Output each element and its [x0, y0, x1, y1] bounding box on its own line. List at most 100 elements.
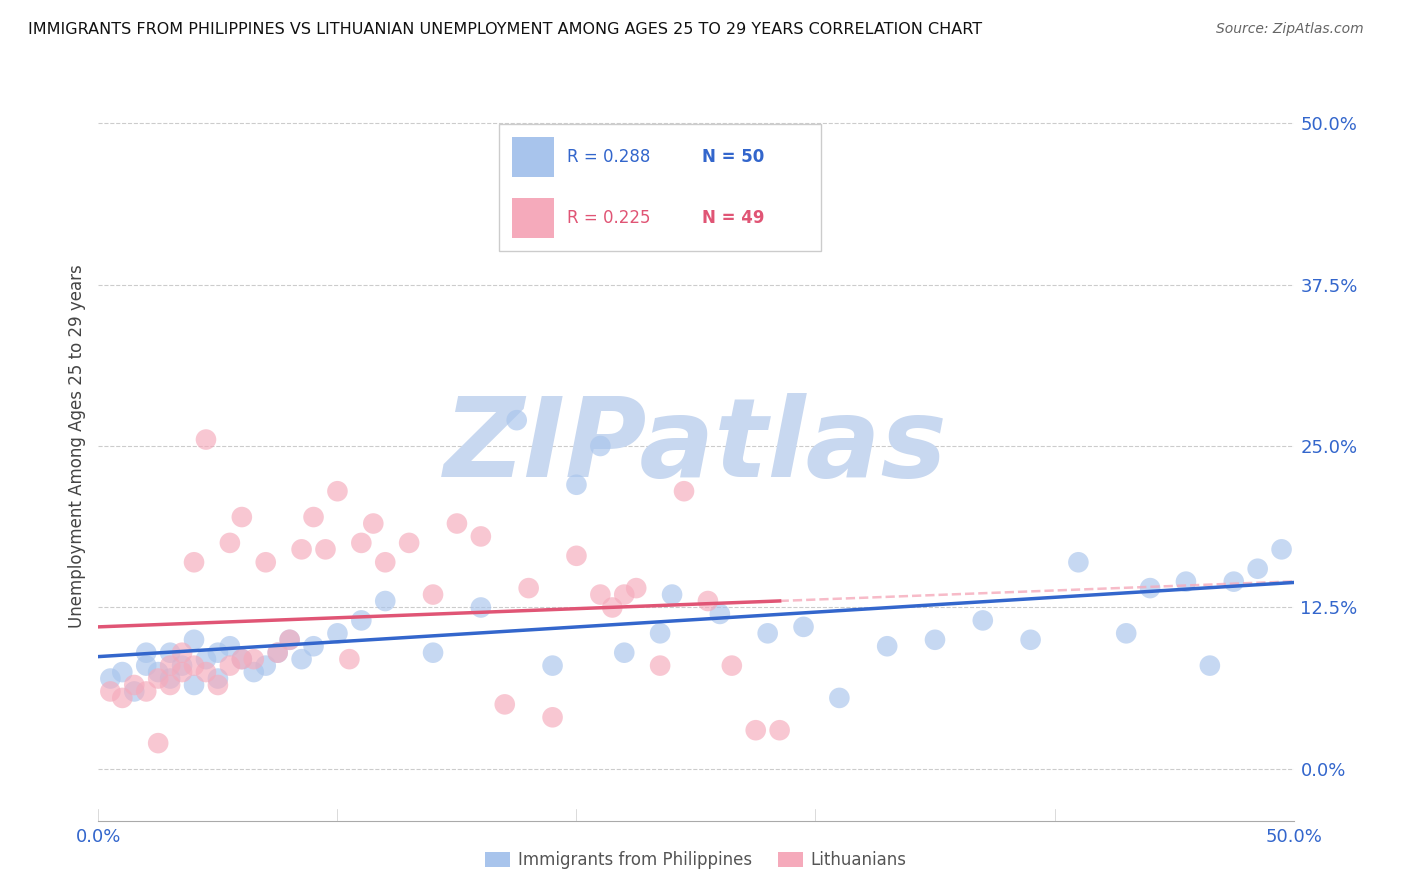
Point	[709, 607, 731, 621]
Point	[183, 658, 205, 673]
Text: ZIPatlas: ZIPatlas	[444, 392, 948, 500]
Point	[278, 632, 301, 647]
Point	[278, 632, 301, 647]
Point	[613, 646, 636, 660]
Point	[243, 665, 266, 679]
Point	[1247, 562, 1270, 576]
Point	[1019, 632, 1042, 647]
Point	[793, 620, 815, 634]
Point	[291, 652, 314, 666]
Point	[159, 658, 181, 673]
Point	[1067, 555, 1090, 569]
Point	[195, 665, 218, 679]
Point	[661, 588, 683, 602]
Point	[243, 652, 266, 666]
Point	[1175, 574, 1198, 589]
Point	[446, 516, 468, 531]
Point	[254, 658, 277, 673]
Point	[219, 536, 242, 550]
Point	[231, 652, 253, 666]
Point	[148, 736, 170, 750]
Text: Source: ZipAtlas.com: Source: ZipAtlas.com	[1216, 22, 1364, 37]
Point	[494, 698, 516, 712]
Point	[291, 542, 314, 557]
Point	[697, 594, 720, 608]
Point	[111, 665, 134, 679]
Point	[302, 510, 325, 524]
Point	[828, 690, 851, 705]
Point	[506, 413, 529, 427]
Point	[207, 672, 229, 686]
Y-axis label: Unemployment Among Ages 25 to 29 years: Unemployment Among Ages 25 to 29 years	[67, 264, 86, 628]
Point	[183, 678, 205, 692]
Text: IMMIGRANTS FROM PHILIPPINES VS LITHUANIAN UNEMPLOYMENT AMONG AGES 25 TO 29 YEARS: IMMIGRANTS FROM PHILIPPINES VS LITHUANIA…	[28, 22, 983, 37]
Point	[172, 658, 194, 673]
Point	[398, 536, 420, 550]
Point	[195, 652, 218, 666]
Point	[673, 484, 696, 499]
Point	[195, 433, 218, 447]
Point	[876, 639, 898, 653]
Point	[422, 646, 444, 660]
Point	[1139, 581, 1161, 595]
Point	[1223, 574, 1246, 589]
Point	[172, 665, 194, 679]
Point	[374, 594, 396, 608]
Point	[768, 723, 790, 738]
Point	[541, 710, 564, 724]
Point	[267, 646, 290, 660]
Point	[135, 646, 157, 660]
Point	[470, 529, 492, 543]
Point	[207, 646, 229, 660]
Point	[302, 639, 325, 653]
Point	[219, 639, 242, 653]
Point	[756, 626, 779, 640]
Point	[350, 536, 373, 550]
Point	[183, 555, 205, 569]
Point	[111, 690, 134, 705]
Point	[613, 588, 636, 602]
Point	[363, 516, 385, 531]
Point	[1115, 626, 1137, 640]
Point	[135, 658, 157, 673]
Point	[972, 614, 994, 628]
Point	[207, 678, 229, 692]
Point	[565, 549, 588, 563]
Point	[374, 555, 396, 569]
Point	[745, 723, 768, 738]
Point	[1199, 658, 1222, 673]
Point	[924, 632, 946, 647]
Point	[98, 672, 122, 686]
Point	[602, 600, 624, 615]
Point	[159, 646, 181, 660]
Point	[326, 484, 349, 499]
Point	[183, 632, 205, 647]
Point	[648, 626, 672, 640]
Point	[172, 646, 194, 660]
Point	[339, 652, 361, 666]
Point	[159, 678, 181, 692]
Point	[231, 652, 253, 666]
Point	[124, 678, 146, 692]
Point	[1271, 542, 1294, 557]
Point	[315, 542, 337, 557]
Point	[159, 672, 181, 686]
Point	[148, 665, 170, 679]
Point	[254, 555, 277, 569]
Point	[565, 477, 588, 491]
Point	[721, 658, 744, 673]
Legend: Immigrants from Philippines, Lithuanians: Immigrants from Philippines, Lithuanians	[478, 845, 914, 876]
Point	[219, 658, 242, 673]
Point	[98, 684, 122, 698]
Point	[422, 588, 444, 602]
Point	[470, 600, 492, 615]
Point	[148, 672, 170, 686]
Point	[267, 646, 290, 660]
Point	[648, 658, 672, 673]
Point	[589, 588, 612, 602]
Point	[626, 581, 648, 595]
Point	[326, 626, 349, 640]
Point	[124, 684, 146, 698]
Point	[135, 684, 157, 698]
Point	[589, 439, 612, 453]
